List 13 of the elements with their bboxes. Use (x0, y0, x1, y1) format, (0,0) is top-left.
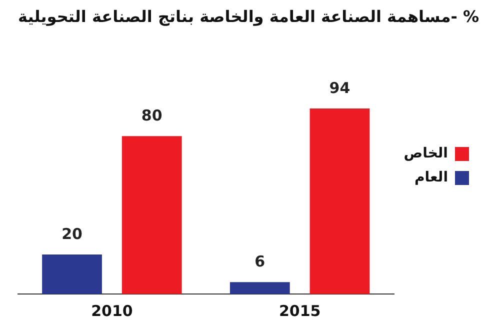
bar (122, 136, 182, 294)
legend-label: العام (414, 170, 448, 186)
x-tick-label: 2015 (278, 302, 321, 320)
data-label: 80 (141, 106, 162, 125)
data-label: 94 (329, 78, 350, 97)
x-tick-label: 2010 (91, 302, 133, 320)
bar (310, 108, 370, 294)
bar (230, 282, 290, 294)
chart-title: مساهمة الصناعة العامة والخاصة بناتج الصناعة التحويلية- % (18, 6, 479, 26)
data-label: 6 (254, 252, 266, 271)
legend-label: الخاص (404, 146, 448, 162)
data-label: 20 (62, 224, 82, 243)
bar (42, 254, 102, 294)
